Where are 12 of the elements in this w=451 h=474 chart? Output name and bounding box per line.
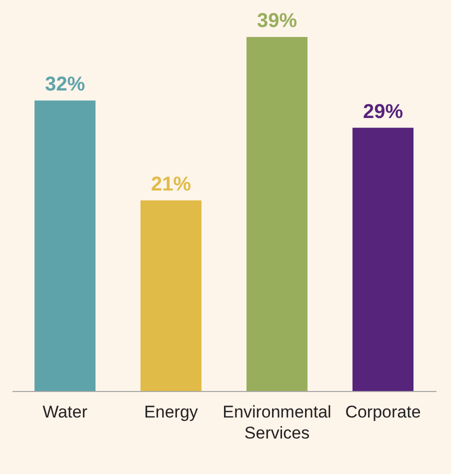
bar	[34, 100, 96, 391]
data-label: 29%	[362, 100, 404, 123]
data-label: 32%	[44, 74, 86, 96]
x-tick-label: Corporate	[345, 402, 421, 422]
x-tick-label: Environmental Services	[222, 402, 332, 442]
data-label: 21%	[150, 173, 192, 196]
x-tick-label: Water	[42, 402, 88, 422]
bar	[140, 200, 202, 391]
bar	[352, 128, 414, 391]
x-tick-label: Energy	[144, 402, 198, 422]
bar	[246, 37, 308, 391]
data-label: 39%	[256, 10, 298, 32]
